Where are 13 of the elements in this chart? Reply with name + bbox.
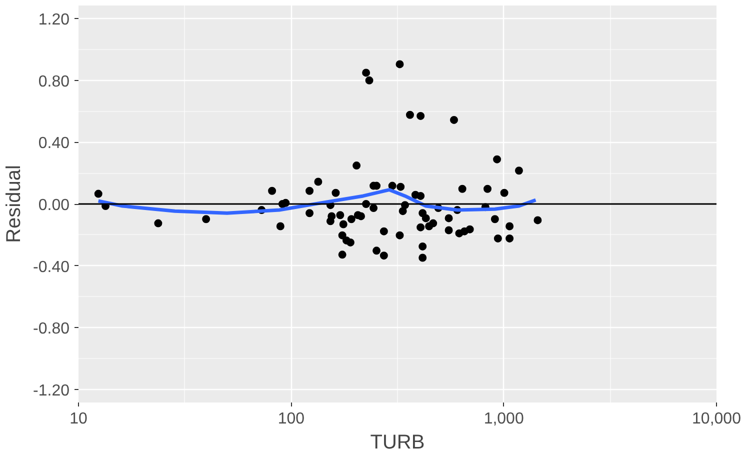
y-tick-label: -1.20 xyxy=(33,382,70,400)
y-axis-title: Residual xyxy=(3,165,26,243)
x-tick-label: 10 xyxy=(70,410,88,428)
y-tick-label: 0.00 xyxy=(38,197,70,214)
y-tick-label: -0.40 xyxy=(33,258,70,276)
x-tick-label: 1,000 xyxy=(484,410,524,428)
x-tick-label: 10,000 xyxy=(692,410,742,428)
y-tick-label: 0.80 xyxy=(38,73,70,90)
x-tick-label: 100 xyxy=(278,410,305,428)
x-axis-title: TURB xyxy=(370,432,425,454)
y-tick-label: -0.80 xyxy=(33,320,70,338)
y-tick-label: 0.40 xyxy=(38,135,70,152)
y-tick-label: 1.20 xyxy=(38,12,70,29)
